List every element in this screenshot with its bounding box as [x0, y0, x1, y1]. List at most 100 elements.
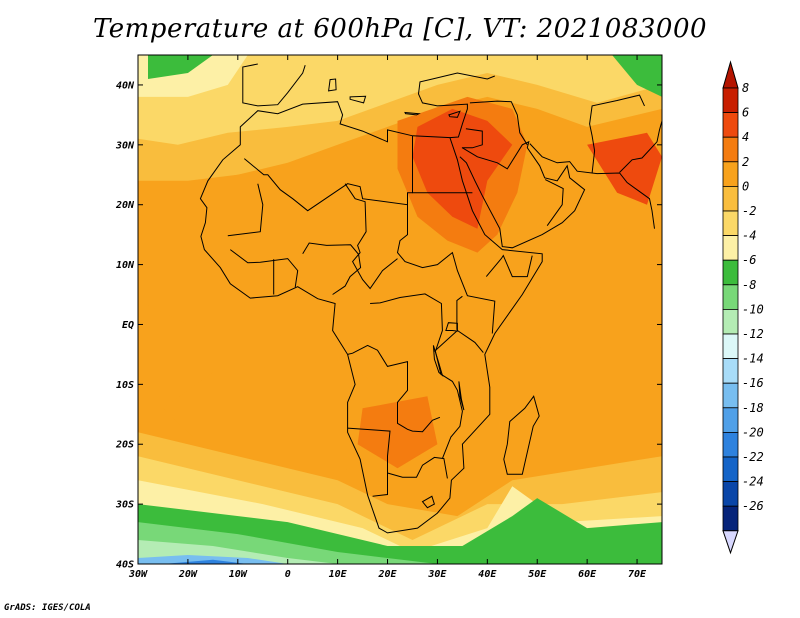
lon-tick-label: 20E	[377, 569, 397, 580]
colorbar-swatch	[722, 358, 739, 384]
border-uganda-kenya	[456, 295, 463, 330]
lake-tanganyika	[432, 345, 444, 377]
iran-india-coast	[529, 143, 655, 229]
colorbar-bottom-arrow	[722, 530, 739, 555]
border-iran-afghanistan	[589, 94, 645, 174]
lat-tick-label: 20S	[115, 440, 134, 451]
chart-title: Temperature at 600hPa [C], VT: 202108300…	[92, 14, 708, 44]
colorbar-label: -2	[742, 204, 756, 218]
colorbar-swatch	[722, 210, 739, 237]
colorbar-swatch	[722, 87, 739, 114]
sardinia	[328, 78, 337, 92]
colorbar-label: -4	[742, 229, 756, 243]
colorbar-swatch	[722, 185, 739, 212]
border-somalia	[485, 254, 533, 278]
border-chad	[344, 183, 398, 290]
colorbar-label: -8	[742, 278, 756, 292]
lat-tick-label: 30S	[115, 500, 134, 511]
colorbar-label: -14	[742, 352, 764, 366]
border-angola-zambia	[347, 344, 441, 433]
madagascar-coastline	[503, 395, 540, 475]
map-frame	[137, 54, 663, 565]
lon-tick-label: 50E	[528, 569, 547, 580]
colorbar-label: 6	[742, 106, 749, 120]
border-nigeria	[302, 242, 362, 295]
colorbar-swatch	[722, 161, 739, 187]
colorbar-label: 8	[742, 81, 749, 95]
sri-lanka	[687, 271, 696, 289]
lat-tick-label: 10N	[116, 260, 135, 271]
lat-tick-label: 20N	[115, 200, 135, 211]
field-southern-africa-warm	[357, 396, 438, 469]
field-nw-green	[148, 55, 213, 79]
lon-tick-label: 60E	[578, 569, 597, 580]
sicily	[349, 95, 367, 104]
lesotho	[421, 495, 436, 509]
colorbar-swatch	[722, 333, 739, 360]
colorbar-swatch	[722, 505, 739, 532]
colorbar-swatch	[722, 456, 739, 483]
lon-tick-label: 40E	[478, 569, 497, 580]
lat-tick-label: 40S	[116, 560, 134, 571]
arabia-coastline	[459, 140, 586, 249]
colorbar-swatch	[722, 431, 739, 458]
lon-tick-label: 10E	[329, 569, 348, 580]
colorbar-swatch	[722, 112, 739, 138]
colorbar-label: 0	[742, 179, 749, 193]
colorbar-swatch	[722, 407, 739, 433]
field-ne-green	[612, 55, 662, 97]
colorbar-swatch	[722, 284, 739, 310]
field-tropics	[138, 156, 662, 361]
lon-tick-label: 70E	[628, 569, 647, 580]
colorbar-label: -22	[742, 450, 764, 464]
lon-tick-label: 30W	[128, 569, 148, 580]
colorbar-label: -16	[742, 376, 764, 390]
colorbar-swatch	[722, 235, 739, 261]
field-south-atlantic	[163, 360, 398, 481]
border-congo-east	[370, 293, 463, 459]
colorbar-label: -10	[742, 302, 764, 316]
border-tanzania	[434, 329, 484, 353]
colorbar-swatch	[722, 259, 739, 286]
colorbar-swatch	[722, 481, 739, 507]
latitude-axis: 40N 30N 20N 10N EQ 10S 20S 30S 40S	[115, 80, 662, 571]
colorbar-top-arrow	[722, 60, 739, 89]
colorbar-label: -24	[742, 475, 764, 489]
colorbar-label: 4	[742, 130, 749, 144]
lon-tick-label: 10W	[229, 569, 248, 580]
border-pakistan-india	[619, 120, 662, 173]
border-jordan	[461, 128, 483, 149]
colorbar-label: -20	[742, 425, 764, 439]
cyprus	[448, 110, 461, 118]
field-india-hot	[587, 132, 662, 205]
lon-tick-label: 0	[285, 569, 291, 580]
border-botswana-sa	[387, 456, 448, 479]
lat-tick-label: 30N	[115, 140, 135, 151]
africa-coastline	[199, 101, 543, 534]
border-sudan-ethiopia	[396, 204, 496, 334]
colorbar-swatch	[722, 382, 739, 409]
lat-tick-label: 10S	[116, 380, 134, 391]
border-namibia	[347, 427, 391, 497]
colorbar-swatch	[722, 308, 739, 335]
lake-victoria	[445, 322, 458, 332]
crete	[404, 111, 421, 116]
lon-tick-label: 30E	[427, 569, 447, 580]
credit-label: GrADS: IGES/COLA	[4, 603, 91, 613]
colorbar-label: -26	[742, 499, 764, 513]
field-south-deepblue	[163, 559, 248, 564]
border-mauritania-mali	[227, 183, 264, 237]
lat-tick-label: EQ	[122, 320, 134, 331]
field-north-cool	[138, 55, 662, 145]
longitude-axis: 30W 20W 10W 0 10E 20E 30E 40E 50E 60E 70E	[128, 55, 647, 580]
colorbar-swatch	[722, 136, 739, 163]
colorbar: 8 6 4 2 0 -2 -4 -6 -8 -10 -12 -14 -16 -18 -20 -22 -24 -26	[722, 60, 764, 555]
lat-tick-label: 40N	[116, 80, 135, 91]
colorbar-label: -12	[742, 327, 764, 341]
iberia-coast	[242, 63, 306, 107]
colorbar-label: -18	[742, 401, 764, 415]
colorbar-label: 2	[742, 155, 749, 169]
border-iraq	[469, 100, 528, 146]
field-egypt-hot	[412, 108, 513, 229]
levant-turkey-coast	[417, 72, 495, 139]
